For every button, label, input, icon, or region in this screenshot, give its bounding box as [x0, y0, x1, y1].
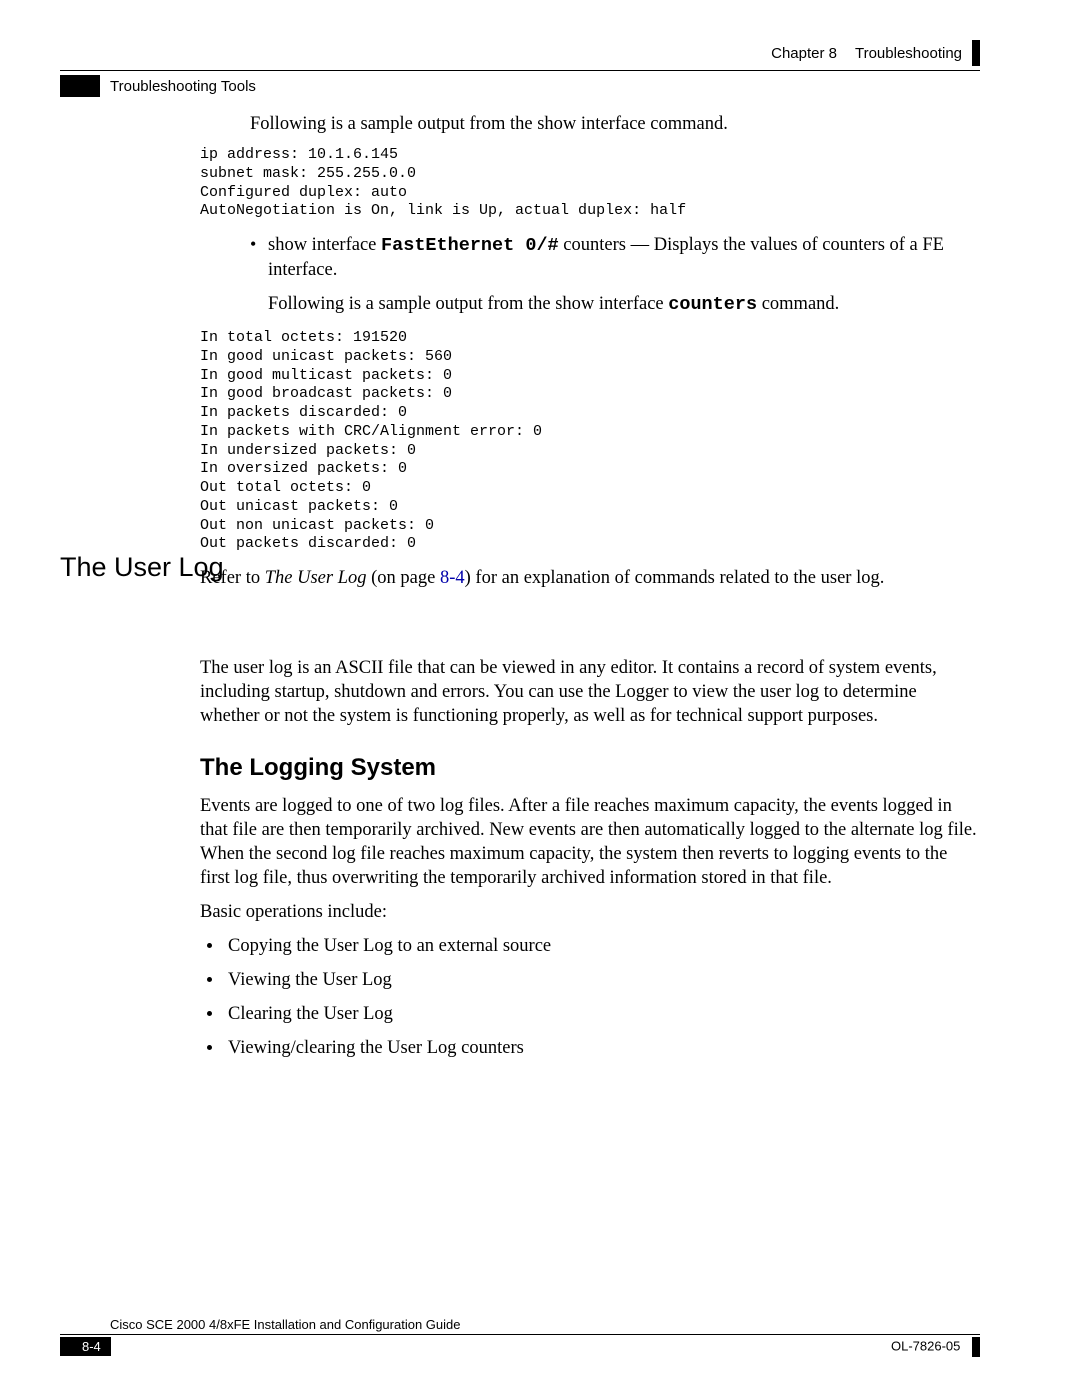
code-block-1: ip address: 10.1.6.145 subnet mask: 255.… [200, 146, 980, 221]
refer-line: Refer to The User Log (on page 8-4) for … [200, 566, 980, 590]
logging-system-paragraph: Events are logged to one of two log file… [200, 794, 980, 890]
subheader-mark [60, 75, 100, 97]
bullet1-pre: show interface [268, 235, 381, 255]
chapter-title: Troubleshooting [855, 45, 962, 62]
header-bar [972, 40, 980, 66]
list-item: Viewing/clearing the User Log counters [224, 1036, 980, 1060]
bullet-1: • show interface FastEthernet 0/# counte… [250, 233, 980, 317]
footer-bar [972, 1337, 980, 1357]
list-item: Copying the User Log to an external sour… [224, 934, 980, 958]
content: Following is a sample output from the sh… [200, 112, 980, 1070]
footer-page: 8-4 [60, 1337, 111, 1356]
subheader-block: Troubleshooting Tools [60, 75, 256, 97]
list-item: Viewing the User Log [224, 968, 980, 992]
user-log-paragraph: The user log is an ASCII file that can b… [200, 656, 980, 728]
subheader-text: Troubleshooting Tools [110, 78, 256, 95]
chapter-label: Chapter 8 [771, 45, 837, 62]
user-log-heading: The User Log [60, 552, 224, 583]
basic-ops-list: Copying the User Log to an external sour… [224, 934, 980, 1060]
page-ref-link[interactable]: 8-4 [440, 568, 465, 588]
footer: Cisco SCE 2000 4/8xFE Installation and C… [60, 1315, 980, 1357]
logging-system-heading: The Logging System [200, 752, 980, 783]
footer-doc: OL-7826-05 [891, 1337, 980, 1357]
footer-guide: Cisco SCE 2000 4/8xFE Installation and C… [60, 1315, 980, 1335]
intro-1: Following is a sample output from the sh… [250, 112, 980, 136]
code-block-2: In total octets: 191520 In good unicast … [200, 329, 980, 554]
bullet1-mono: FastEthernet 0/# [381, 235, 559, 256]
header-rule [60, 70, 980, 71]
basic-ops-intro: Basic operations include: [200, 900, 980, 924]
intro-2: Following is a sample output from the sh… [268, 292, 980, 317]
header-chapter: Chapter 8 Troubleshooting [771, 40, 980, 66]
list-item: Clearing the User Log [224, 1002, 980, 1026]
